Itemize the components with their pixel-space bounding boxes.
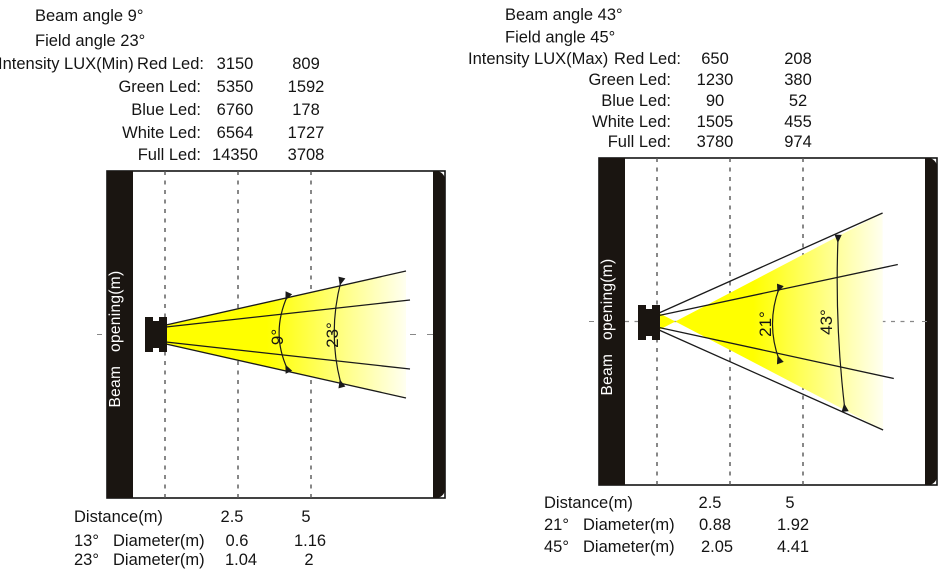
svg-text:23°: 23° xyxy=(323,322,342,348)
svg-text:Beam opening(m): Beam opening(m) xyxy=(107,271,124,408)
svg-text:Diameter(m): Diameter(m) xyxy=(113,551,205,569)
svg-text:Distance(m): Distance(m) xyxy=(544,494,633,512)
svg-text:4.41: 4.41 xyxy=(777,538,809,556)
svg-text:23°: 23° xyxy=(74,551,99,569)
svg-text:21°: 21° xyxy=(544,516,569,534)
svg-text:Beam angle 9°: Beam angle 9° xyxy=(35,7,143,25)
svg-text:178: 178 xyxy=(292,101,320,119)
svg-text:Green Led:: Green Led: xyxy=(588,71,671,89)
svg-text:650: 650 xyxy=(701,50,729,68)
svg-text:1.92: 1.92 xyxy=(777,516,809,534)
svg-text:White Led:: White Led: xyxy=(592,113,671,131)
svg-text:14350: 14350 xyxy=(212,146,258,164)
svg-text:3708: 3708 xyxy=(288,146,325,164)
svg-text:0.88: 0.88 xyxy=(699,516,731,534)
svg-text:Full Led:: Full Led: xyxy=(608,133,671,151)
svg-text:1727: 1727 xyxy=(288,124,325,142)
svg-text:1.04: 1.04 xyxy=(225,551,257,569)
svg-text:2: 2 xyxy=(304,551,313,569)
svg-text:9°: 9° xyxy=(268,329,287,345)
svg-text:90: 90 xyxy=(706,92,724,110)
svg-text:5: 5 xyxy=(301,508,310,526)
svg-text:13°: 13° xyxy=(74,532,99,550)
svg-text:5350: 5350 xyxy=(217,78,254,96)
svg-text:Beam opening(m): Beam opening(m) xyxy=(599,259,616,396)
svg-text:Blue Led:: Blue Led: xyxy=(601,92,671,110)
svg-text:380: 380 xyxy=(784,71,812,89)
svg-text:Intensity LUX(Max): Intensity LUX(Max) xyxy=(468,50,608,68)
svg-text:Distance(m): Distance(m) xyxy=(74,508,163,526)
svg-text:Full Led:: Full Led: xyxy=(138,146,201,164)
svg-text:208: 208 xyxy=(784,50,812,68)
svg-text:1505: 1505 xyxy=(697,113,734,131)
svg-text:Field angle 45°: Field angle 45° xyxy=(505,29,615,47)
svg-text:3780: 3780 xyxy=(697,133,734,151)
svg-text:Beam angle 43°: Beam angle 43° xyxy=(505,6,623,24)
svg-text:21°: 21° xyxy=(756,311,775,337)
svg-text:1.16: 1.16 xyxy=(294,532,326,550)
svg-text:3150: 3150 xyxy=(217,55,254,73)
svg-text:Diameter(m): Diameter(m) xyxy=(113,532,205,550)
svg-text:1230: 1230 xyxy=(697,71,734,89)
svg-text:809: 809 xyxy=(292,55,320,73)
svg-text:2.05: 2.05 xyxy=(701,538,733,556)
svg-text:2.5: 2.5 xyxy=(221,508,244,526)
svg-text:2.5: 2.5 xyxy=(699,494,722,512)
svg-text:0.6: 0.6 xyxy=(226,532,249,550)
svg-text:5: 5 xyxy=(785,494,794,512)
svg-text:45°: 45° xyxy=(544,538,569,556)
svg-text:Red Led:: Red Led: xyxy=(137,55,204,73)
svg-text:43°: 43° xyxy=(817,309,836,335)
svg-text:Field angle 23°: Field angle 23° xyxy=(35,32,145,50)
svg-text:455: 455 xyxy=(784,113,812,131)
svg-text:6760: 6760 xyxy=(217,101,254,119)
svg-text:Green Led:: Green Led: xyxy=(118,78,201,96)
svg-text:1592: 1592 xyxy=(288,78,325,96)
svg-text:Red Led:: Red Led: xyxy=(614,50,681,68)
svg-text:White Led:: White Led: xyxy=(122,124,201,142)
svg-text:Intensity LUX(Min): Intensity LUX(Min) xyxy=(0,55,134,73)
svg-text:6564: 6564 xyxy=(217,124,254,142)
svg-text:974: 974 xyxy=(784,133,812,151)
svg-text:52: 52 xyxy=(789,92,807,110)
svg-text:Blue Led:: Blue Led: xyxy=(131,101,201,119)
svg-text:Diameter(m): Diameter(m) xyxy=(583,516,675,534)
svg-text:Diameter(m): Diameter(m) xyxy=(583,538,675,556)
